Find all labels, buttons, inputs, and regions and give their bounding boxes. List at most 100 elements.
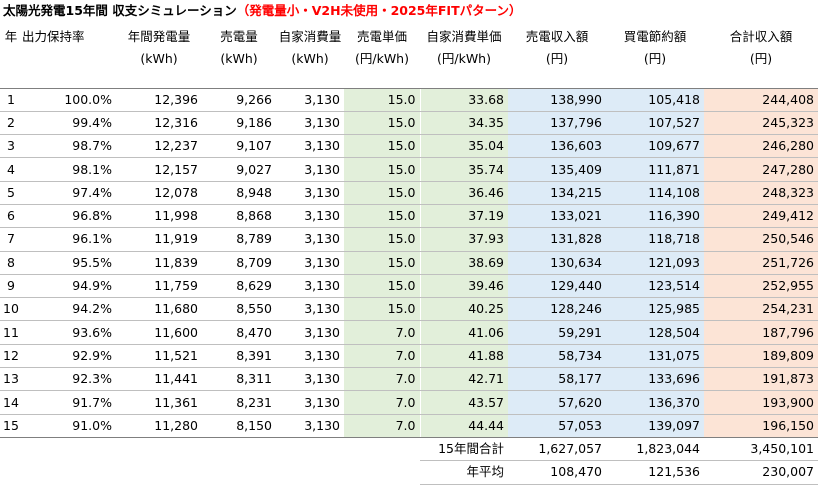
table-cell: 1: [0, 88, 22, 112]
table-cell: 193,900: [704, 390, 818, 415]
table-cell: 111,871: [606, 157, 704, 182]
blank-cell: [0, 461, 420, 484]
table-cell: 3,130: [276, 204, 344, 229]
table-cell: 12,078: [116, 181, 202, 205]
table-cell: 41.88: [419, 344, 508, 369]
table-cell: 11,680: [116, 297, 202, 322]
table-cell: 4: [0, 157, 22, 182]
header-unit: (kWh): [140, 51, 178, 66]
table-cell: 58,177: [508, 367, 606, 392]
table-cell: 12,157: [116, 157, 202, 182]
table-cell: 6: [0, 204, 22, 229]
table-cell: 15.0: [344, 204, 420, 229]
column-header: 自家消費量 (kWh): [276, 22, 344, 89]
summary-value: 1,627,057: [508, 437, 606, 462]
table-cell: 191,873: [704, 367, 818, 392]
column-header: 自家消費単価 (円/kWh): [420, 22, 508, 89]
table-cell: 11,839: [116, 251, 202, 275]
table-cell: 3,130: [276, 344, 344, 369]
table-cell: 107,527: [606, 111, 704, 136]
table-cell: 136,370: [606, 390, 704, 415]
table-cell: 123,514: [606, 274, 704, 299]
table-cell: 9,186: [202, 111, 276, 136]
table-row: 12 92.9% 11,521 8,391 3,130 7.0 41.88 58,734 131…: [0, 344, 818, 369]
table-cell: 8,629: [202, 274, 276, 299]
table-cell: 34.35: [419, 111, 508, 136]
table-cell: 8,868: [202, 204, 276, 229]
table-cell: 8,550: [202, 297, 276, 322]
table-cell: 3,130: [276, 251, 344, 275]
table-cell: 3,130: [276, 390, 344, 415]
column-header: 合計収入額 (円): [704, 22, 818, 89]
table-cell: 3,130: [276, 320, 344, 345]
table-cell: 11,280: [116, 414, 202, 438]
table-cell: 37.19: [419, 204, 508, 229]
table-cell: 9,107: [202, 134, 276, 159]
table-cell: 94.9%: [22, 274, 116, 299]
table-cell: 35.04: [419, 134, 508, 159]
header-label: 合計収入額: [729, 29, 793, 44]
table-cell: 13: [0, 367, 22, 392]
sheet-title: 太陽光発電15年間 収支シミュレーション: [3, 3, 237, 18]
summary-label: 15年間合計: [420, 437, 508, 462]
table-cell: 109,677: [606, 134, 704, 159]
table-cell: 8,709: [202, 251, 276, 275]
table-cell: 92.3%: [22, 367, 116, 392]
table-cell: 125,985: [606, 297, 704, 322]
header-label: 買電節約額: [623, 29, 687, 44]
table-cell: 3,130: [276, 181, 344, 205]
header-label: 年間発電量: [127, 29, 191, 44]
table-cell: 3,130: [276, 274, 344, 299]
column-header: 買電節約額 (円): [606, 22, 704, 89]
table-row: 3 98.7% 12,237 9,107 3,130 15.0 35.04 136,603 10…: [0, 134, 818, 159]
table-cell: 137,796: [508, 111, 606, 136]
table-cell: 10: [0, 297, 22, 322]
table-cell: 133,021: [508, 204, 606, 229]
table-cell: 98.1%: [22, 157, 116, 182]
table-cell: 8,311: [202, 367, 276, 392]
table-cell: 105,418: [606, 88, 704, 112]
table-cell: 12: [0, 344, 22, 369]
table-cell: 136,603: [508, 134, 606, 159]
table-cell: 131,075: [606, 344, 704, 369]
table-cell: 248,323: [704, 181, 818, 205]
summary-row: 年平均 108,470 121,536 230,007: [0, 460, 818, 485]
header-unit: (円): [749, 51, 773, 66]
table-cell: 139,097: [606, 414, 704, 438]
column-header: 年: [0, 22, 22, 89]
table-cell: 35.74: [419, 157, 508, 182]
column-header: 売電量 (kWh): [202, 22, 276, 89]
header-label: 売電量: [220, 29, 258, 44]
table-cell: 116,390: [606, 204, 704, 229]
header-label: 売電収入額: [525, 29, 589, 44]
table-row: 9 94.9% 11,759 8,629 3,130 15.0 39.46 129,440 12…: [0, 274, 818, 299]
table-cell: 11,441: [116, 367, 202, 392]
table-cell: 38.69: [419, 251, 508, 275]
table-cell: 39.46: [419, 274, 508, 299]
table-cell: 11,919: [116, 227, 202, 252]
header-unit: (円/kWh): [355, 51, 409, 66]
header-label: 自家消費単価: [426, 29, 502, 44]
spreadsheet: 太陽光発電15年間 収支シミュレーション（発電量小・V2H未使用・2025年FI…: [0, 3, 818, 485]
table-cell: 96.1%: [22, 227, 116, 252]
table-cell: 57,053: [508, 414, 606, 438]
table-cell: 251,726: [704, 251, 818, 275]
table-cell: 114,108: [606, 181, 704, 205]
table-cell: 135,409: [508, 157, 606, 182]
table-cell: 9,266: [202, 88, 276, 112]
table-cell: 95.5%: [22, 251, 116, 275]
table-cell: 8,470: [202, 320, 276, 345]
table-cell: 36.46: [419, 181, 508, 205]
table-cell: 3,130: [276, 297, 344, 322]
table-cell: 58,734: [508, 344, 606, 369]
header-label: 自家消費量: [278, 29, 342, 44]
table-cell: 15.0: [344, 157, 420, 182]
table-cell: 8,948: [202, 181, 276, 205]
table-cell: 5: [0, 181, 22, 205]
table-cell: 8,231: [202, 390, 276, 415]
table-cell: 37.93: [419, 227, 508, 252]
table-cell: 8: [0, 251, 22, 275]
table-cell: 2: [0, 111, 22, 136]
table-row: 2 99.4% 12,316 9,186 3,130 15.0 34.35 137,796 10…: [0, 111, 818, 136]
table-cell: 8,391: [202, 344, 276, 369]
